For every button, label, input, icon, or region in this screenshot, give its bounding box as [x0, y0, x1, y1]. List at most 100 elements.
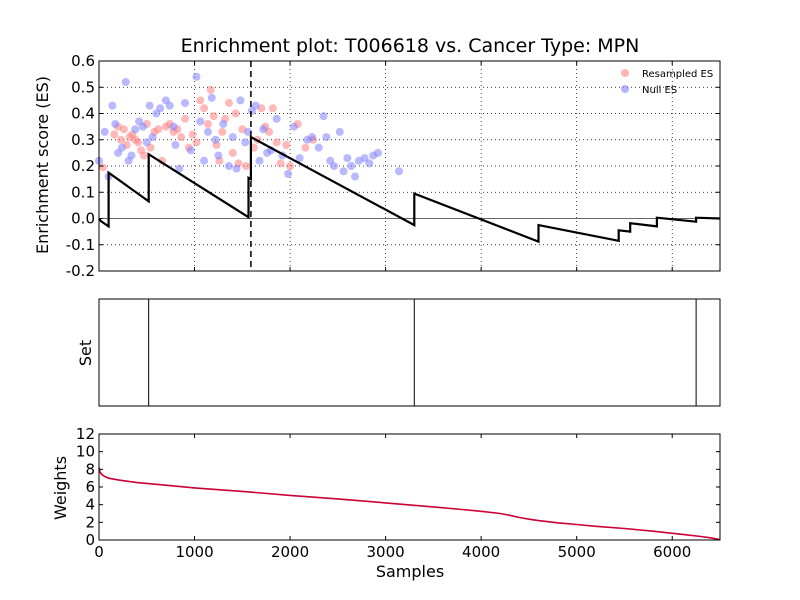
- set-event-lines: [148, 299, 697, 406]
- resampled-es-point: [206, 85, 215, 94]
- x-tick-label: 5000: [558, 543, 596, 561]
- null-es-point: [330, 162, 339, 170]
- legend-label-resampled: Resampled ES: [642, 69, 713, 80]
- resampled-es-point: [139, 151, 148, 160]
- enrichment-y-axis-label: Enrichment score (ES): [33, 76, 52, 254]
- x-tick-label: 2000: [271, 543, 309, 561]
- null-es-point: [228, 133, 237, 142]
- null-es-point: [295, 154, 304, 163]
- null-es-point: [365, 159, 374, 168]
- enrichment-panel: -0.2 -0.1 0.0 0.1 0.2 0.3 0.4 0.5 0.6 Enrichment…: [33, 52, 721, 280]
- resampled-es-point: [154, 125, 163, 134]
- resampled-es-point: [286, 162, 295, 170]
- y-tick-label: 0.3: [71, 131, 95, 149]
- null-es-point: [360, 154, 369, 163]
- y-tick-label: 0.0: [71, 210, 95, 228]
- resampled-es-point: [301, 143, 310, 152]
- y-tick-label: 0: [85, 531, 95, 549]
- null-es-point: [343, 154, 352, 163]
- null-es-point: [171, 141, 180, 149]
- null-es-point: [394, 167, 403, 176]
- null-es-point: [322, 133, 331, 142]
- null-es-point: [169, 122, 178, 131]
- null-es-point: [117, 143, 126, 152]
- null-es-point: [111, 120, 120, 128]
- null-es-point: [108, 101, 117, 110]
- resampled-es-point: [200, 104, 209, 113]
- resampled-es-point: [268, 104, 277, 113]
- null-es-point: [339, 167, 348, 176]
- y-tick-label: 0.1: [71, 183, 95, 201]
- null-es-point: [259, 125, 268, 134]
- null-es-point: [224, 162, 233, 170]
- null-es-point: [186, 146, 195, 155]
- resampled-es-point: [276, 159, 285, 168]
- resampled-es-point: [228, 148, 237, 157]
- y-tick-label: 0.4: [71, 105, 95, 123]
- y-tick-label: -0.1: [66, 236, 95, 254]
- weights-curve: [98, 467, 721, 541]
- legend: Resampled ES Null ES: [621, 69, 713, 96]
- es-curve-line: [98, 135, 721, 244]
- null-es-point: [232, 164, 241, 173]
- y-tick-label: 0.2: [71, 157, 95, 175]
- resampled-es-point: [134, 138, 143, 147]
- null-es-point: [289, 122, 298, 131]
- resampled-es-point: [188, 130, 197, 139]
- resampled-es-point: [110, 130, 119, 139]
- weights-x-ticks: 0 1000 2000 3000 4000 5000 6000: [94, 434, 691, 561]
- set-panel: Set: [76, 298, 721, 407]
- null-es-point: [192, 72, 201, 81]
- legend-swatch-null: [621, 85, 629, 93]
- null-es-point: [219, 120, 228, 128]
- null-es-point: [156, 104, 165, 113]
- null-es-point: [251, 101, 260, 110]
- null-es-point: [175, 164, 184, 173]
- set-y-axis-label: Set: [76, 340, 95, 366]
- null-es-point: [127, 151, 136, 160]
- null-es-point: [131, 125, 140, 134]
- resampled-es-point: [242, 162, 251, 170]
- y-tick-label: 8: [85, 460, 95, 478]
- resampled-es-point: [209, 112, 218, 121]
- null-es-points: [95, 72, 403, 181]
- null-es-point: [272, 114, 281, 123]
- y-tick-label: -0.2: [66, 262, 95, 280]
- weights-y-axis-label: Weights: [51, 456, 70, 520]
- null-es-point: [165, 101, 174, 110]
- resampled-es-point: [119, 125, 128, 134]
- resampled-es-point: [282, 141, 291, 149]
- y-tick-label: 12: [76, 425, 95, 443]
- enrichment-x-ticks: [98, 61, 673, 271]
- null-es-point: [308, 133, 317, 142]
- null-es-point: [284, 169, 293, 178]
- resampled-es-point: [218, 127, 227, 136]
- null-es-point: [241, 138, 250, 147]
- null-es-point: [214, 151, 223, 160]
- x-tick-label: 0: [94, 543, 104, 561]
- null-es-point: [373, 148, 382, 157]
- resampled-es-point: [203, 120, 212, 128]
- x-tick-label: 3000: [367, 543, 405, 561]
- legend-swatch-resampled: [621, 69, 629, 77]
- null-es-point: [148, 133, 157, 142]
- x-tick-label: 6000: [653, 543, 691, 561]
- resampled-es-point: [98, 163, 107, 172]
- null-es-point: [203, 127, 212, 136]
- null-es-point: [314, 143, 323, 152]
- null-es-point: [138, 122, 147, 131]
- null-es-point: [319, 112, 328, 121]
- null-es-point: [121, 78, 130, 86]
- weights-x-axis-label: Samples: [376, 562, 444, 581]
- y-tick-label: 4: [85, 496, 95, 514]
- chart-title: Enrichment plot: T006618 vs. Cancer Type…: [181, 35, 640, 57]
- null-es-point: [236, 96, 245, 105]
- null-es-point: [100, 127, 109, 136]
- null-es-point: [347, 162, 356, 170]
- null-es-point: [244, 127, 253, 136]
- y-tick-label: 0.5: [71, 78, 95, 96]
- null-es-point: [145, 101, 154, 110]
